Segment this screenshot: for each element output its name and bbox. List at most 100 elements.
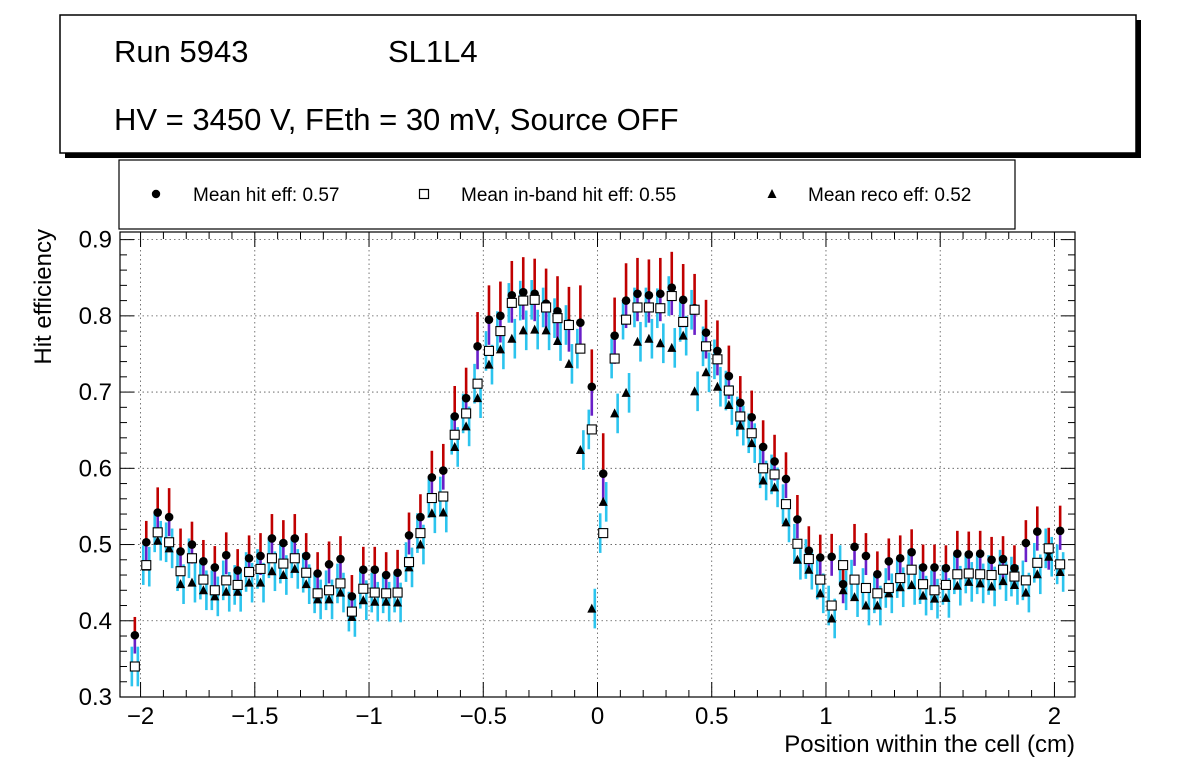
reco-point [267, 566, 277, 576]
hit-point [1033, 527, 1042, 536]
hit-point [164, 512, 174, 522]
legend-reco-marker [767, 189, 777, 198]
hit-point [770, 457, 779, 466]
reco-point [541, 325, 551, 335]
legend: Mean hit eff: 0.57 Mean in-band hit eff:… [118, 159, 1016, 230]
inband-point [700, 341, 712, 352]
inband-point [598, 528, 609, 539]
inband-point [266, 553, 277, 564]
hit-point [1010, 563, 1019, 573]
reco-point [575, 445, 585, 455]
legend-inband-marker [418, 188, 430, 200]
inband-point [689, 304, 700, 315]
reco-point [301, 579, 311, 589]
hit-point [678, 295, 688, 305]
inband-point [746, 428, 757, 439]
reco-point [370, 596, 380, 606]
inband-point [895, 573, 906, 584]
reco-point [998, 576, 1008, 586]
reco-point [667, 342, 677, 352]
hit-point [964, 550, 974, 559]
x-tick-label: −2 [127, 703, 154, 730]
hit-point [507, 290, 517, 300]
hit-point [793, 515, 802, 524]
inband-point [678, 316, 689, 328]
inband-point [221, 575, 232, 586]
reco-point [335, 587, 345, 597]
reco-point [895, 582, 905, 592]
reco-point [644, 333, 654, 343]
y-tick-label: 0.3 [79, 684, 112, 711]
reco-point [724, 400, 734, 410]
hit-point [221, 550, 231, 560]
y-axis-label: Hit efficiency [30, 229, 57, 365]
inband-point [495, 326, 506, 337]
inband-point [609, 353, 620, 364]
hit-point [279, 538, 288, 548]
inband-point [769, 469, 780, 480]
inband-point [403, 557, 415, 568]
hit-point [633, 289, 642, 299]
inband-point [289, 553, 300, 564]
conditions-label: HV = 3450 V, FEth = 30 mV, Source OFF [114, 102, 679, 137]
inband-point [426, 492, 437, 504]
hit-point [176, 547, 185, 556]
hit-point [450, 412, 460, 421]
inband-point [186, 553, 198, 564]
reco-point [450, 441, 460, 451]
hit-point [895, 553, 905, 563]
inband-point [918, 579, 929, 590]
reco-point [164, 543, 174, 553]
inband-point [826, 600, 837, 611]
reco-point [701, 367, 711, 377]
inband-point [346, 606, 357, 617]
inband-point [244, 566, 255, 578]
hit-point [838, 579, 848, 589]
reco-point [952, 580, 962, 590]
inband-point [461, 408, 472, 419]
hit-point [518, 287, 528, 297]
reco-point [632, 336, 642, 346]
hit-point [758, 442, 768, 452]
inband-point [141, 560, 152, 571]
reco-point [827, 613, 837, 623]
reco-point [176, 579, 186, 589]
hit-point [998, 554, 1008, 564]
reco-point [655, 338, 665, 348]
inband-point [415, 528, 426, 539]
reco-point [770, 482, 780, 492]
inband-point [575, 343, 586, 354]
reco-point [678, 330, 688, 340]
hit-point [975, 549, 985, 558]
inband-point [906, 564, 917, 575]
hit-point [267, 534, 277, 543]
reco-point [484, 359, 494, 369]
inband-point [940, 579, 951, 590]
hit-point [130, 630, 140, 640]
reco-point [781, 517, 791, 527]
hit-point [301, 551, 311, 561]
hit-point [359, 565, 368, 574]
hit-point [918, 563, 928, 572]
hit-point [153, 508, 162, 517]
inband-point [506, 297, 517, 308]
inband-point [792, 538, 803, 549]
inband-point [963, 568, 974, 579]
hit-point [427, 473, 437, 482]
hit-point [987, 555, 996, 565]
x-tick-label: −0.5 [460, 703, 507, 730]
inband-point [392, 587, 403, 598]
inband-point [838, 560, 849, 571]
reco-point [530, 324, 540, 334]
hit-point [850, 542, 859, 552]
inband-point [758, 463, 769, 474]
inband-point [803, 553, 814, 565]
inband-point [723, 385, 734, 396]
inband-point [860, 582, 872, 594]
inband-point [164, 537, 175, 548]
hit-point [724, 371, 734, 381]
reco-point [872, 600, 882, 610]
hit-point [347, 592, 357, 601]
hit-point [747, 412, 757, 422]
